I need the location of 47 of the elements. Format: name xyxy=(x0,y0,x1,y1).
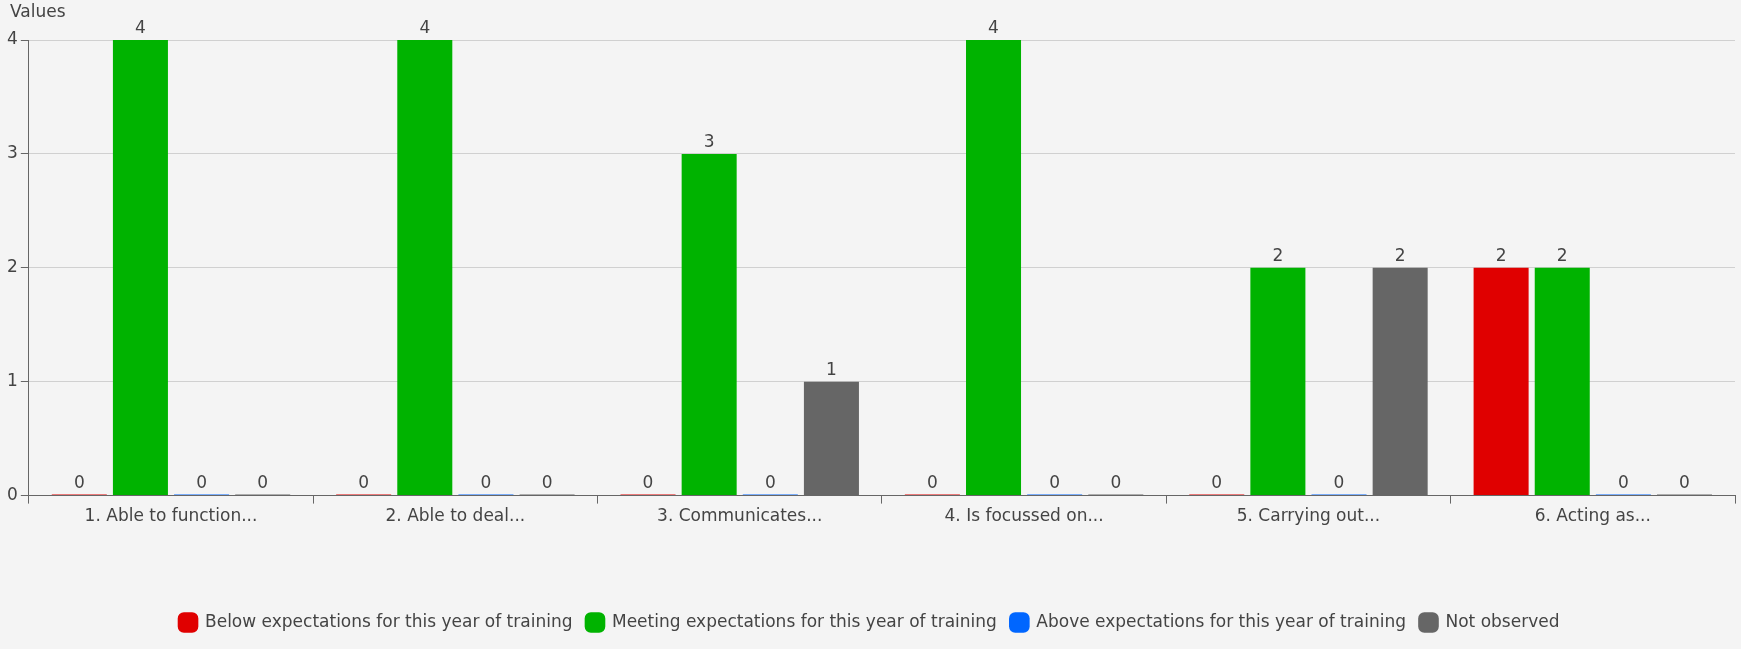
x-tick-label: 4. Is focussed on... xyxy=(944,505,1104,526)
bar xyxy=(1473,267,1529,496)
data-label: 0 xyxy=(1679,471,1690,492)
y-tick-label: 3 xyxy=(6,142,18,163)
y-tick-label: 2 xyxy=(6,256,18,277)
y-tick-label: 1 xyxy=(6,370,18,391)
data-label: 0 xyxy=(358,471,370,492)
legend-label: Below expectations for this year of training xyxy=(205,610,573,631)
data-label: 4 xyxy=(135,16,146,37)
data-label: 3 xyxy=(703,130,715,151)
data-label: 0 xyxy=(642,471,654,492)
x-tick-label: 3. Communicates... xyxy=(657,505,823,526)
y-tick-label: 0 xyxy=(6,484,18,505)
data-label: 2 xyxy=(1495,244,1507,265)
x-tick-label: 6. Acting as... xyxy=(1534,505,1651,526)
data-label: 0 xyxy=(73,471,85,492)
data-label: 0 xyxy=(1617,471,1629,492)
x-tick-label: 1. Able to function... xyxy=(84,505,258,526)
data-label: 2 xyxy=(1272,244,1284,265)
bar xyxy=(966,40,1022,496)
legend-label: Meeting expectations for this year of training xyxy=(611,610,997,631)
y-tick-label: 4 xyxy=(6,28,18,49)
data-label: 0 xyxy=(257,471,269,492)
data-label: 0 xyxy=(1333,471,1345,492)
x-tick-label: 5. Carrying out... xyxy=(1236,505,1381,526)
y-axis-title: Values xyxy=(10,0,66,21)
bar xyxy=(112,40,168,496)
data-label: 4 xyxy=(988,16,999,37)
data-label: 0 xyxy=(1049,471,1061,492)
x-tick-label: 2. Able to deal... xyxy=(385,505,526,526)
data-label: 0 xyxy=(196,471,207,492)
legend-label: Above expectations for this year of training xyxy=(1036,610,1406,631)
legend-label: Not observed xyxy=(1445,610,1560,631)
data-label: 0 xyxy=(1211,471,1223,492)
bar xyxy=(681,153,737,496)
data-label: 0 xyxy=(1110,471,1122,492)
bar xyxy=(1534,267,1590,496)
data-label: 2 xyxy=(1394,244,1406,265)
data-label: 0 xyxy=(764,471,776,492)
data-label: 0 xyxy=(541,471,553,492)
bar xyxy=(397,40,453,496)
bar xyxy=(1250,267,1306,496)
data-label: 0 xyxy=(480,471,492,492)
data-label: 4 xyxy=(419,16,431,37)
data-label: 1 xyxy=(826,358,837,379)
data-label: 2 xyxy=(1556,244,1568,265)
data-label: 0 xyxy=(926,471,938,492)
